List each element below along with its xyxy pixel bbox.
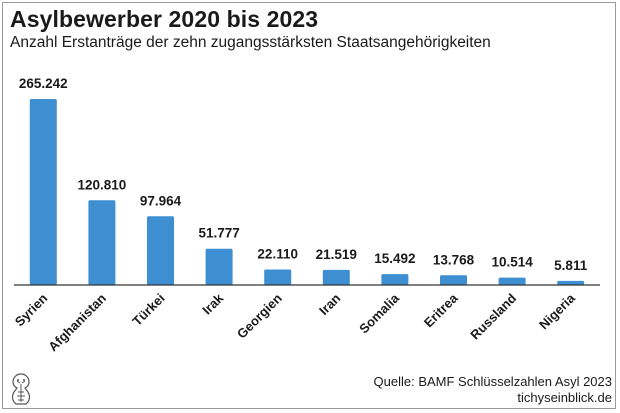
category-label-afghanistan: Afghanistan bbox=[45, 290, 109, 354]
bar-nigeria bbox=[557, 280, 585, 285]
value-label-nigeria: 5.811 bbox=[554, 258, 588, 273]
bar-iran bbox=[322, 269, 350, 285]
bar-irak bbox=[205, 248, 233, 285]
value-label-syrien: 265.242 bbox=[19, 76, 68, 91]
bar-somalia bbox=[381, 274, 409, 285]
chart-title: Asylbewerber 2020 bis 2023 bbox=[10, 6, 319, 32]
source-note: Quelle: BAMF Schlüsselzahlen Asyl 2023 bbox=[373, 374, 612, 389]
value-label-somalia: 15.492 bbox=[374, 251, 415, 266]
value-label-irak: 51.777 bbox=[198, 226, 239, 241]
category-label-syrien: Syrien bbox=[12, 290, 51, 329]
bar-georgien bbox=[264, 269, 292, 285]
category-label-somalia: Somalia bbox=[356, 290, 402, 336]
bar-russland bbox=[498, 277, 526, 285]
category-label-russland: Russland bbox=[467, 290, 519, 342]
value-label-iran: 21.519 bbox=[316, 247, 357, 262]
brand-name: tichyseinblick.de bbox=[517, 390, 612, 405]
value-label-georgien: 22.110 bbox=[257, 247, 298, 262]
category-label-eritrea: Eritrea bbox=[421, 290, 461, 330]
chart-subtitle: Anzahl Erstanträge der zehn zugangsstärk… bbox=[10, 34, 491, 51]
category-label-irak: Irak bbox=[199, 290, 227, 318]
value-label-eritrea: 13.768 bbox=[433, 252, 475, 267]
value-label-russland: 10.514 bbox=[491, 255, 533, 270]
category-label-nigeria: Nigeria bbox=[536, 290, 578, 332]
category-label-iran: Iran bbox=[316, 290, 344, 318]
bar-türkei bbox=[147, 216, 174, 285]
bar-afghanistan bbox=[88, 200, 116, 285]
value-label-afghanistan: 120.810 bbox=[77, 177, 126, 192]
category-label-georgien: Georgien bbox=[234, 290, 285, 341]
eagle-logo-icon bbox=[11, 373, 31, 405]
bar-eritrea bbox=[440, 275, 467, 285]
bar-syrien bbox=[29, 99, 57, 285]
value-label-türkei: 97.964 bbox=[140, 193, 182, 208]
category-label-türkei: Türkei bbox=[129, 291, 167, 329]
